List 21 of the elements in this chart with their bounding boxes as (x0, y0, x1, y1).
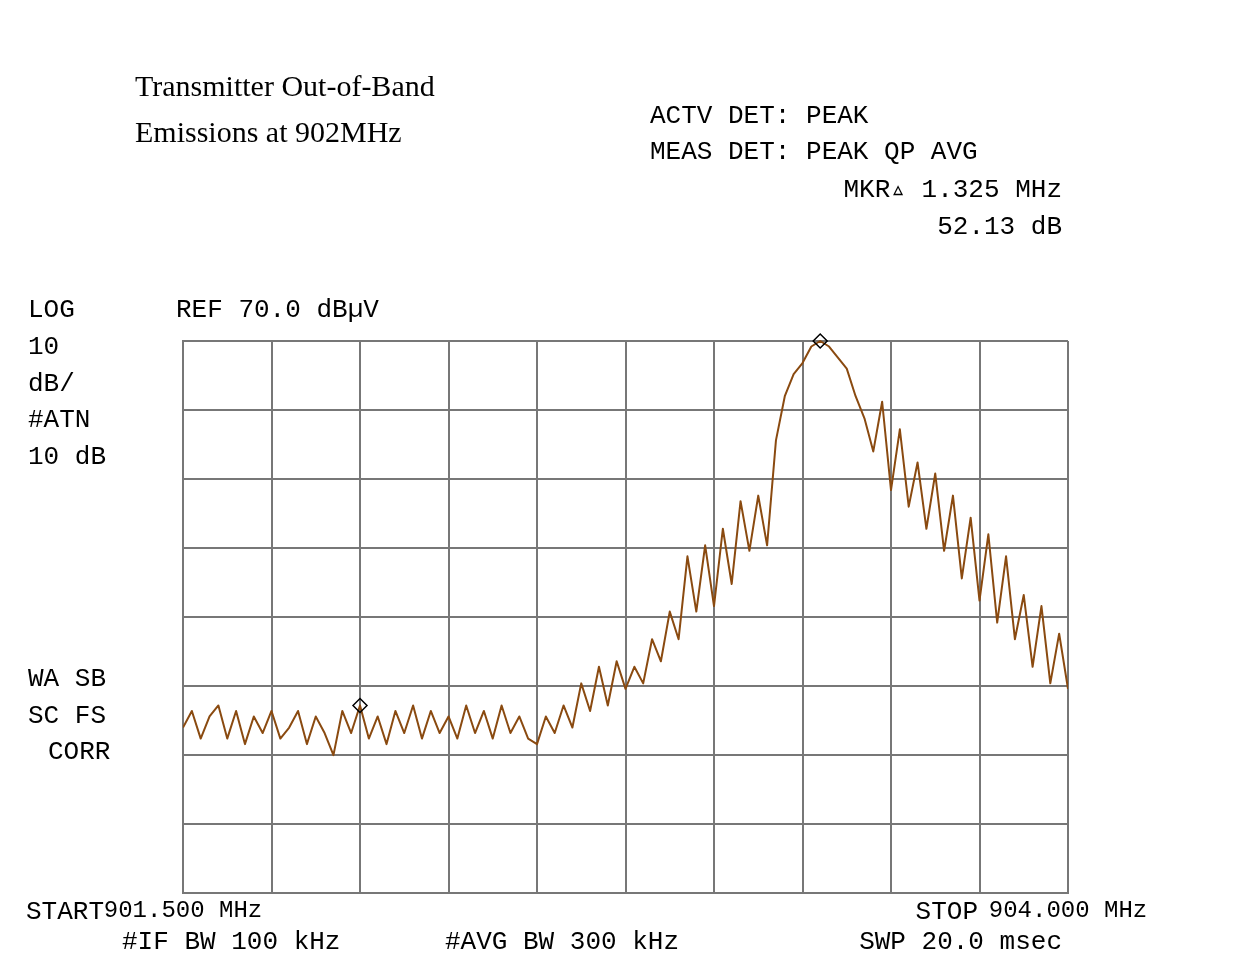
text: STOP (915, 896, 978, 928)
text: 10 (28, 331, 60, 363)
text: #AVG BW 300 kHz (445, 926, 680, 958)
text: #ATN (28, 404, 91, 436)
text: START (25, 896, 104, 928)
text: #IF BW 100 kHz (122, 926, 341, 958)
x-tick-label: 901.500 MHz (103, 896, 263, 924)
text: dB/ (28, 368, 75, 400)
text: REF 70.0 dBµV (176, 294, 379, 326)
chart-title: Transmitter Out-of-Band Emissions at 902MHz (135, 68, 436, 150)
text: 52.13 dB (937, 211, 1062, 243)
text: 10 dB (28, 441, 107, 473)
text: MKR▵ 1.325 MHz (843, 174, 1062, 206)
text: LOG (28, 294, 75, 326)
text: MEAS DET: PEAK QP AVG (650, 136, 978, 168)
text: WA SB (28, 663, 107, 695)
text: SWP 20.0 msec (859, 926, 1062, 958)
x-tick-label: 904.000 MHz (988, 896, 1148, 924)
text: SC FS (28, 700, 107, 732)
text: CORR (48, 736, 111, 768)
text: ACTV DET: PEAK (650, 100, 869, 132)
